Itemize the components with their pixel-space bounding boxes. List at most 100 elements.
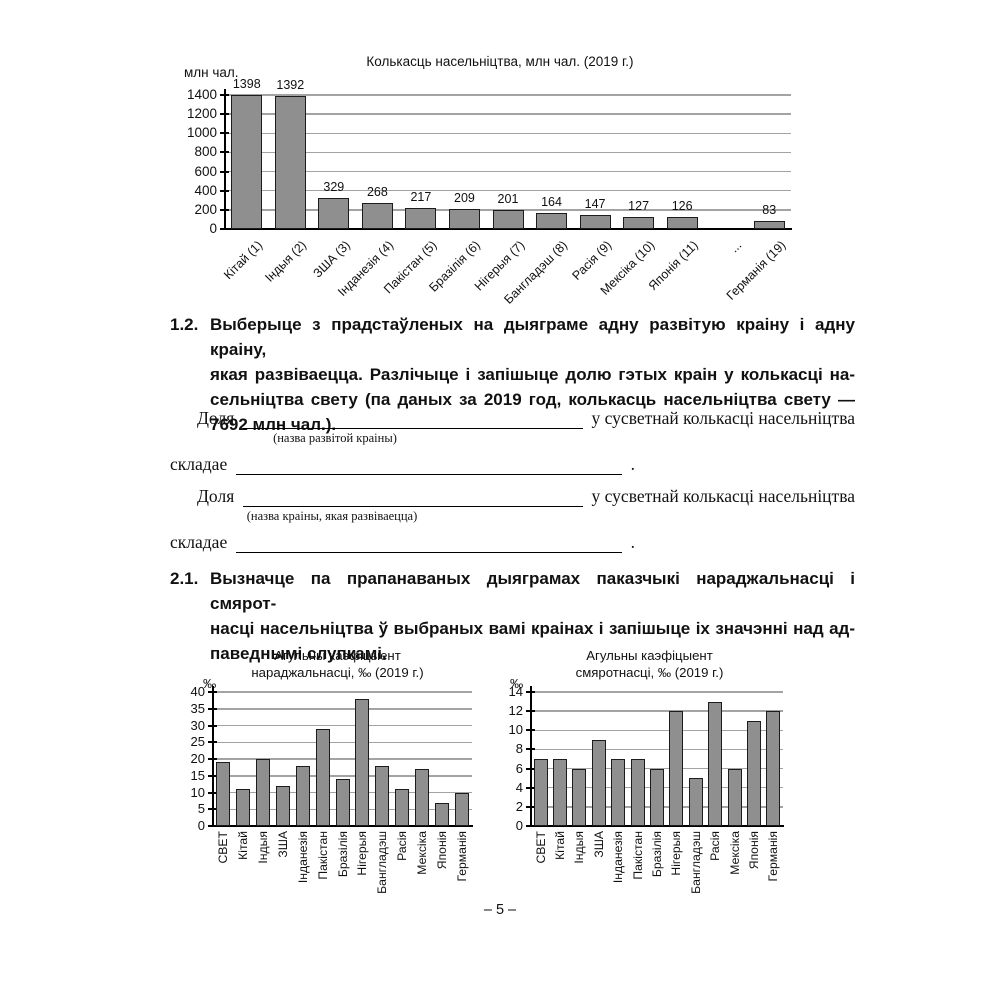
y-axis [212, 686, 214, 827]
y-tick-label: 14 [508, 684, 523, 699]
y-tick-label: 12 [508, 703, 523, 719]
y-tick-label: 1400 [186, 87, 217, 102]
y-tick-label: 1200 [186, 106, 217, 122]
chart-title: Агульны каэфіцыент нараджальнасці, ‰ (20… [230, 648, 445, 681]
chart-title-line: смяротнасці, ‰ (2019 г.) [575, 664, 724, 680]
task-number: 2.1. [170, 569, 199, 588]
bar [688, 778, 703, 826]
bar-value-label: 1392 [276, 77, 305, 92]
y-tick-label: 1000 [186, 125, 217, 141]
bar-value-label: 201 [497, 191, 519, 206]
bar-value-label: 164 [541, 195, 562, 210]
gridline [225, 132, 791, 135]
y-tick-label: 400 [194, 182, 217, 198]
bar [318, 197, 350, 229]
task-text-line: Вызначце па прапанаваных дыяграмах паказ… [210, 569, 855, 613]
task-1-2: 1.2. Выберыце з прадстаўленых на дыяграм… [170, 312, 860, 437]
page-number: – 5 – [483, 902, 517, 918]
y-tick-label: 15 [190, 767, 205, 783]
bar-value-label: 329 [323, 179, 345, 194]
bar [553, 759, 568, 826]
x-category-label: Бангладэш [375, 831, 390, 894]
gridline [531, 748, 783, 751]
x-category-label: СВЕТ [215, 831, 230, 864]
population-chart: Колькасць насельніцтва, млн чал. (2019 г… [170, 48, 860, 307]
y-tick-label: 8 [515, 741, 523, 757]
gridline [213, 708, 472, 710]
x-category-label: Мексіка [727, 831, 742, 875]
y-tick-label: 40 [190, 684, 205, 699]
bar [448, 208, 480, 229]
sentence-tail: у сусветнай колькасці насельніцтва [591, 486, 855, 506]
x-category-label: Кітай [235, 831, 250, 860]
share-value-developed: складае . [170, 452, 635, 475]
bar [255, 759, 270, 826]
bar [395, 789, 410, 826]
bar [335, 779, 350, 826]
x-axis [220, 228, 792, 230]
x-category-label: Бразілія [650, 831, 664, 878]
bar-value-label: 147 [584, 196, 606, 211]
x-category-label: Расія [395, 831, 410, 861]
bar [766, 711, 781, 826]
x-category-label: ЗША [591, 831, 606, 858]
blank-developing-country-name[interactable] [243, 486, 583, 507]
bar-value-label: 1398 [232, 77, 261, 92]
blank-share-developed[interactable] [236, 454, 622, 475]
gridline [225, 189, 791, 192]
gridline [531, 729, 783, 732]
y-tick-label: 800 [194, 144, 217, 160]
bar [746, 720, 761, 826]
task-text-line: насці насельніцтва ў выбраных вамі краін… [210, 619, 855, 638]
bar [591, 739, 606, 826]
y-tick-label: 30 [190, 717, 205, 733]
y-tick-label: 10 [190, 784, 205, 800]
bar [231, 95, 263, 229]
bar [275, 785, 290, 826]
task-text: Вызначце па прапанаваных дыяграмах паказ… [210, 566, 855, 666]
period: . [630, 454, 635, 474]
x-category-label: Расія [708, 831, 723, 861]
bar [572, 768, 587, 826]
bar-value-label: 209 [454, 190, 475, 205]
x-category-label: Нігерыя [669, 831, 684, 876]
y-axis [224, 89, 226, 230]
y-tick-label: 6 [515, 760, 523, 776]
x-category-label: ... [727, 238, 745, 256]
bar [727, 768, 742, 826]
birth-rate-chart: Агульны каэфіцыент нараджальнасці, ‰ (20… [180, 648, 490, 910]
x-category-label: Пакістан [315, 831, 330, 880]
x-category-label: Пакістан [630, 831, 645, 880]
y-tick-label: 10 [508, 722, 523, 738]
bar [579, 214, 611, 229]
task-text-line: Выберыце з прадстаўленых на дыяграме адн… [210, 315, 855, 359]
bar [536, 213, 568, 229]
task-text-line: 7692 млн чал.). [210, 415, 337, 434]
blank-share-developing[interactable] [236, 532, 622, 553]
bar [623, 216, 655, 229]
x-category-label: Кітай [553, 831, 568, 860]
x-category-label: Японія [746, 831, 761, 870]
y-axis-unit-label: млн чал. [184, 65, 239, 80]
y-tick-label: 0 [209, 221, 217, 236]
bar-value-label: 83 [762, 203, 777, 218]
bar [533, 759, 548, 826]
chart-title-line: Агульны каэфіцыент [274, 648, 401, 663]
task-text-line: сельніцтва свету (па даных за 2019 год, … [210, 390, 855, 409]
bar [375, 765, 390, 826]
dolya-label: Доля [197, 486, 235, 506]
y-tick-label: 35 [190, 700, 205, 716]
task-text-line: паведнымі слупкамі. [210, 644, 387, 663]
y-tick-label: 200 [194, 201, 217, 217]
x-category-label: Інданезія [611, 831, 626, 884]
bar-value-label: 126 [671, 198, 693, 213]
x-axis [208, 825, 473, 827]
death-rate-chart: Агульны каэфіцыент смяротнасці, ‰ (2019 … [490, 648, 800, 910]
x-category-label: Бразілія [335, 831, 350, 878]
bar [669, 711, 684, 826]
x-category-label: ЗША (3) [310, 238, 353, 281]
share-sentence-developed: Доля у сусветнай колькасці насельніцтва [197, 406, 855, 429]
bar [708, 701, 723, 826]
blank-developed-country-name[interactable] [243, 408, 583, 429]
